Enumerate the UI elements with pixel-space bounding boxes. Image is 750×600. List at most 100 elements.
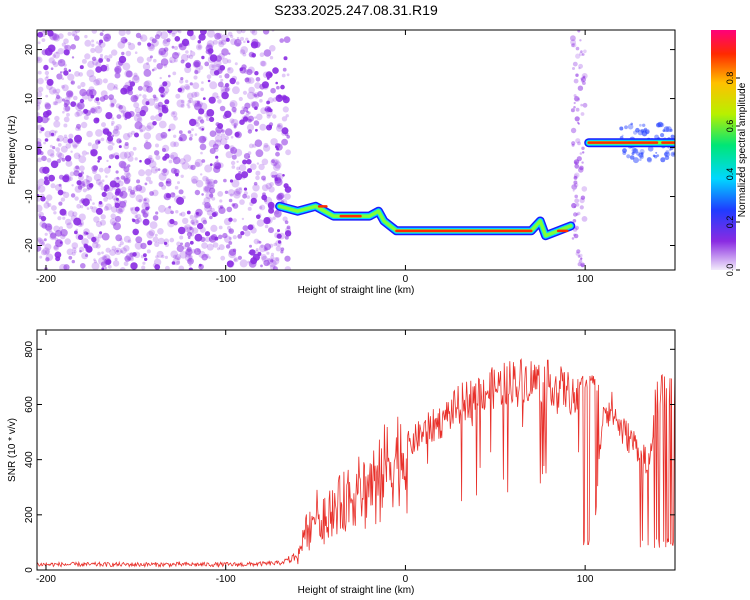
noise-speck [272, 67, 279, 74]
noise-speck [199, 143, 207, 151]
noise-speck [254, 106, 258, 110]
noise-speck [135, 111, 142, 118]
noise-speck [40, 249, 47, 256]
noise-speck [48, 174, 55, 182]
noise-speck [255, 149, 264, 158]
noise-speck [95, 243, 101, 249]
noise-speck [188, 263, 192, 267]
noise-speck [86, 69, 95, 78]
noise-speck [571, 141, 576, 146]
noise-speck [204, 236, 211, 243]
noise-speck [52, 54, 56, 58]
noise-speck [65, 160, 73, 167]
noise-speck [103, 197, 108, 202]
noise-speck [185, 85, 191, 91]
noise-speck [237, 255, 242, 260]
noise-speck [267, 201, 275, 209]
noise-speck [99, 231, 103, 235]
noise-speck [581, 53, 585, 56]
noise-speck [208, 52, 212, 56]
noise-speck [45, 253, 54, 261]
noise-speck [119, 241, 124, 246]
noise-speck [105, 112, 113, 120]
noise-speck [205, 253, 210, 258]
noise-speck [121, 186, 127, 192]
noise-speck [251, 53, 256, 58]
noise-speck [239, 119, 245, 125]
noise-speck [149, 221, 158, 230]
noise-speck [208, 256, 211, 259]
noise-speck [77, 85, 82, 89]
noise-speck [271, 159, 275, 164]
noise-speck [236, 36, 240, 40]
noise-speck [145, 140, 148, 143]
noise-speck [37, 86, 44, 93]
noise-speck [202, 185, 211, 193]
noise-speck [122, 133, 131, 141]
noise-speck [37, 178, 45, 186]
noise-speck [119, 140, 122, 143]
noise-speck [90, 107, 96, 114]
noise-speck [116, 114, 122, 119]
noise-speck [202, 97, 206, 100]
noise-speck [145, 169, 152, 176]
noise-speck [230, 147, 238, 154]
noise-speck [216, 95, 220, 100]
noise-speck [104, 167, 111, 174]
noise-speck [130, 189, 135, 195]
noise-speck [154, 34, 161, 40]
spectrogram-ylabel: Frequency (Hz) [7, 116, 18, 185]
noise-speck [646, 157, 652, 162]
noise-speck [171, 261, 176, 265]
noise-speck [243, 40, 246, 44]
noise-speck [206, 243, 214, 251]
noise-speck [662, 129, 666, 133]
snr-ylabel: SNR (10 * v/v) [7, 418, 18, 482]
noise-speck [134, 241, 143, 250]
noise-speck [194, 161, 201, 168]
noise-speck [233, 257, 239, 263]
noise-speck [221, 34, 229, 42]
noise-speck [220, 85, 227, 92]
noise-speck [256, 240, 261, 244]
noise-speck [276, 124, 283, 132]
noise-speck [189, 240, 194, 245]
noise-speck [177, 87, 183, 93]
noise-speck [228, 241, 233, 245]
noise-speck [187, 105, 191, 109]
noise-speck [93, 258, 96, 262]
noise-speck [202, 201, 207, 206]
noise-speck [70, 215, 78, 222]
noise-speck [136, 217, 142, 223]
noise-speck [172, 71, 177, 76]
noise-speck [204, 231, 211, 237]
noise-speck [162, 81, 168, 87]
noise-speck [147, 240, 153, 246]
noise-speck [222, 114, 228, 119]
noise-speck [236, 30, 243, 34]
noise-speck [578, 167, 584, 173]
noise-speck [199, 119, 205, 124]
noise-speck [133, 102, 140, 109]
noise-speck [206, 180, 211, 185]
noise-speck [185, 79, 189, 83]
noise-speck [37, 197, 41, 202]
noise-speck [577, 98, 580, 101]
noise-speck [256, 219, 265, 227]
noise-speck [134, 231, 139, 236]
noise-speck [48, 79, 53, 84]
noise-speck [575, 53, 581, 59]
noise-speck [198, 108, 205, 115]
noise-speck [55, 147, 61, 153]
noise-speck [663, 152, 668, 157]
noise-speck [37, 138, 42, 145]
noise-speck [111, 221, 117, 227]
noise-speck [65, 218, 72, 226]
noise-speck [134, 214, 138, 219]
noise-speck [274, 161, 282, 169]
noise-speck [80, 205, 84, 209]
noise-speck [215, 126, 223, 134]
noise-speck [189, 226, 193, 231]
noise-speck [197, 101, 203, 107]
noise-speck [160, 92, 166, 98]
